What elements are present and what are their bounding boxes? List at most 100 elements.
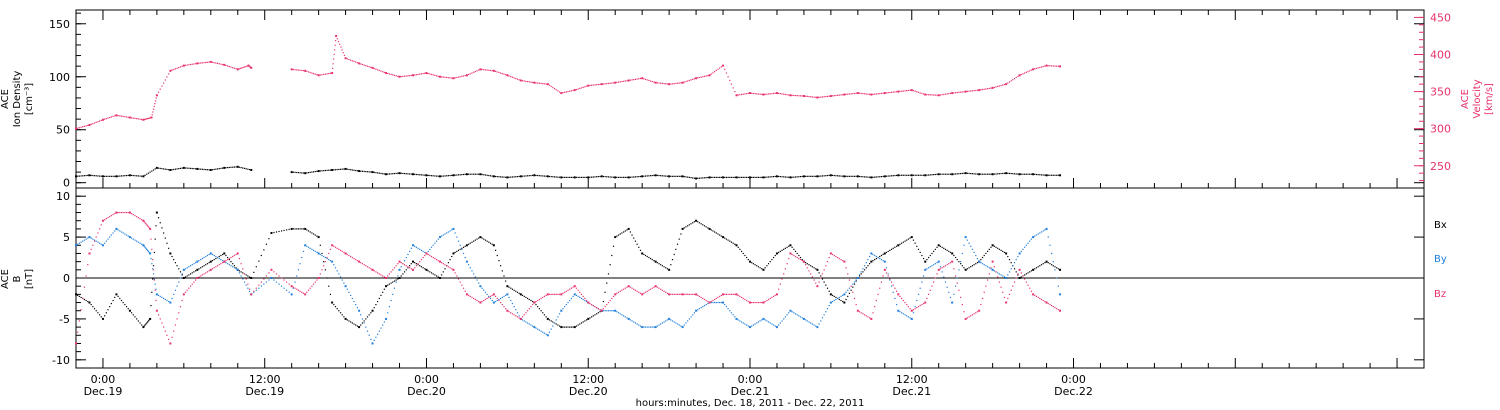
velocity-trace — [597, 83, 599, 86]
bz-trace — [397, 263, 399, 265]
by-trace — [275, 281, 278, 283]
density-trace — [872, 176, 874, 178]
by-trace — [671, 320, 674, 322]
density-trace — [377, 172, 379, 174]
velocity-trace — [712, 72, 714, 74]
density-trace — [575, 176, 578, 179]
bx-trace — [629, 231, 631, 233]
by-trace — [730, 312, 733, 314]
bx-trace — [831, 294, 834, 296]
velocity-trace — [144, 118, 147, 120]
density-trace — [201, 168, 203, 170]
bx-trace — [447, 262, 449, 264]
bx-trace — [848, 292, 851, 294]
by-point — [951, 301, 954, 304]
velocity-trace — [171, 69, 173, 71]
by-trace — [562, 308, 564, 310]
velocity-point — [1018, 74, 1021, 77]
density-trace — [373, 171, 375, 173]
velocity-trace — [845, 93, 847, 95]
by-trace — [572, 295, 574, 298]
by-trace — [1047, 236, 1049, 238]
by-point — [991, 268, 994, 271]
by-trace — [356, 307, 358, 309]
by-trace — [157, 294, 160, 296]
bz-trace — [639, 292, 642, 294]
bz-trace — [855, 303, 857, 306]
density-trace — [114, 175, 116, 177]
bz-trace — [432, 256, 434, 259]
bz-trace — [163, 326, 165, 328]
bz-trace — [510, 312, 512, 314]
by-trace — [451, 229, 453, 231]
bz-trace — [889, 278, 891, 280]
bz-point — [1005, 301, 1008, 304]
density-trace — [528, 175, 530, 177]
by-trace — [373, 339, 375, 341]
by-trace — [582, 298, 584, 301]
density-point — [115, 175, 118, 178]
velocity-trace — [555, 89, 557, 91]
density-trace — [191, 167, 193, 170]
density-trace — [687, 176, 689, 178]
bx-trace — [653, 260, 655, 262]
density-trace — [710, 176, 712, 179]
bz-trace — [471, 296, 473, 299]
by-trace — [414, 245, 416, 247]
velocity-trace — [848, 93, 851, 95]
velocity-trace — [678, 82, 680, 84]
bx-trace — [602, 300, 605, 303]
bz-trace — [176, 318, 178, 320]
density-trace — [624, 176, 626, 179]
density-point — [897, 174, 900, 177]
by-trace — [263, 283, 265, 285]
bx-trace — [268, 238, 270, 240]
density-trace — [714, 176, 716, 179]
density-trace — [139, 175, 141, 177]
bx-trace — [725, 238, 728, 240]
bz-trace — [746, 299, 748, 302]
by-trace — [848, 287, 851, 289]
density-trace — [542, 175, 544, 177]
density-trace — [725, 176, 728, 179]
bx-trace — [611, 254, 613, 257]
bz-trace — [1052, 306, 1054, 308]
bz-trace — [676, 293, 679, 295]
bz-trace — [424, 254, 426, 257]
density-point — [749, 176, 751, 179]
velocity-trace — [639, 77, 642, 80]
velocity-trace — [1017, 75, 1019, 77]
density-trace — [417, 174, 419, 176]
density-point — [789, 176, 792, 179]
bz-trace — [633, 288, 635, 290]
density-trace — [867, 176, 869, 178]
velocity-trace — [1044, 65, 1046, 67]
velocity-trace — [434, 74, 436, 76]
bz-trace — [835, 255, 837, 258]
bx-trace — [976, 262, 979, 264]
velocity-trace — [110, 116, 112, 118]
bx-trace — [823, 281, 825, 283]
bz-trace — [747, 300, 749, 303]
bx-trace — [1039, 265, 1041, 267]
by-trace — [906, 315, 908, 317]
velocity-trace — [216, 62, 219, 64]
bx-trace — [184, 276, 187, 278]
bx-trace — [535, 303, 537, 306]
bx-trace — [793, 248, 795, 250]
by-trace — [397, 275, 399, 277]
by-trace — [444, 233, 446, 235]
bx-trace — [366, 316, 369, 318]
density-axis-label: ACE Ion Density [cm⁻³] — [0, 71, 35, 128]
density-series — [75, 165, 1062, 180]
velocity-trace — [400, 75, 402, 78]
velocity-trace — [929, 94, 931, 96]
bz-trace — [1022, 275, 1024, 277]
bx-point — [749, 260, 751, 263]
velocity-trace — [548, 84, 551, 86]
bx-point — [910, 236, 913, 239]
by-point — [101, 244, 104, 247]
density-trace — [104, 175, 106, 177]
bz-trace — [675, 293, 677, 295]
